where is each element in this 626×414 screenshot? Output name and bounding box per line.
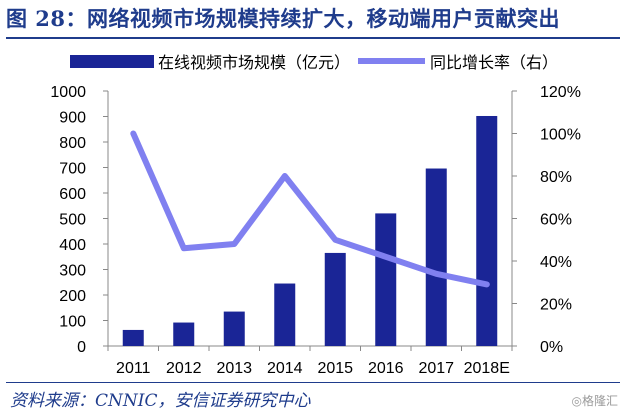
bar (375, 213, 397, 346)
y-left-tick-label: 900 (59, 110, 86, 127)
source-note: 资料来源：CNNIC，安信证券研究中心 (10, 391, 311, 411)
x-tick-label: 2016 (368, 360, 404, 377)
growth-line (130, 130, 490, 288)
x-tick-label: 2018E (464, 360, 510, 377)
x-tick-label: 2012 (166, 360, 202, 377)
bar (476, 115, 498, 347)
y-left-tick-label: 300 (59, 263, 86, 280)
x-tick-label: 2017 (418, 360, 454, 377)
y-right-tick-label: 120% (540, 84, 581, 101)
y-left-tick-label: 1000 (50, 84, 86, 101)
bar (324, 252, 346, 346)
y-left-tick-label: 200 (59, 288, 86, 305)
bar (425, 168, 447, 346)
y-left-tick-label: 800 (59, 135, 86, 152)
title-divider (6, 37, 620, 39)
y-left-tick-label: 500 (59, 212, 86, 229)
y-left-tick-label: 700 (59, 161, 86, 178)
legend-bar-swatch (70, 55, 154, 68)
legend-bar-label: 在线视频市场规模（亿元） (158, 54, 350, 72)
bar (173, 322, 195, 346)
bar (122, 329, 144, 346)
legend-line-label: 同比增长率（右） (430, 54, 558, 72)
bar (223, 311, 245, 346)
y-right-tick-label: 40% (540, 254, 572, 271)
y-right-tick-label: 0% (540, 339, 563, 356)
watermark: ◎格隆汇 (571, 394, 618, 408)
y-right-tick-label: 80% (540, 169, 572, 186)
y-right-tick-label: 100% (540, 127, 581, 144)
y-right-tick-label: 20% (540, 297, 572, 314)
figure-title: 图 28：网络视频市场规模持续扩大，移动端用户贡献突出 (6, 6, 561, 31)
x-tick-label: 2014 (267, 360, 303, 377)
y-left-tick-label: 400 (59, 237, 86, 254)
x-tick-label: 2011 (116, 360, 151, 377)
x-tick-label: 2013 (216, 360, 252, 377)
y-left-tick-label: 100 (59, 314, 86, 331)
y-left-tick-label: 0 (77, 339, 86, 356)
footer-divider (6, 382, 620, 383)
y-left-tick-label: 600 (59, 186, 86, 203)
y-right-tick-label: 60% (540, 212, 572, 229)
bar (274, 283, 296, 346)
x-tick-label: 2015 (317, 360, 353, 377)
